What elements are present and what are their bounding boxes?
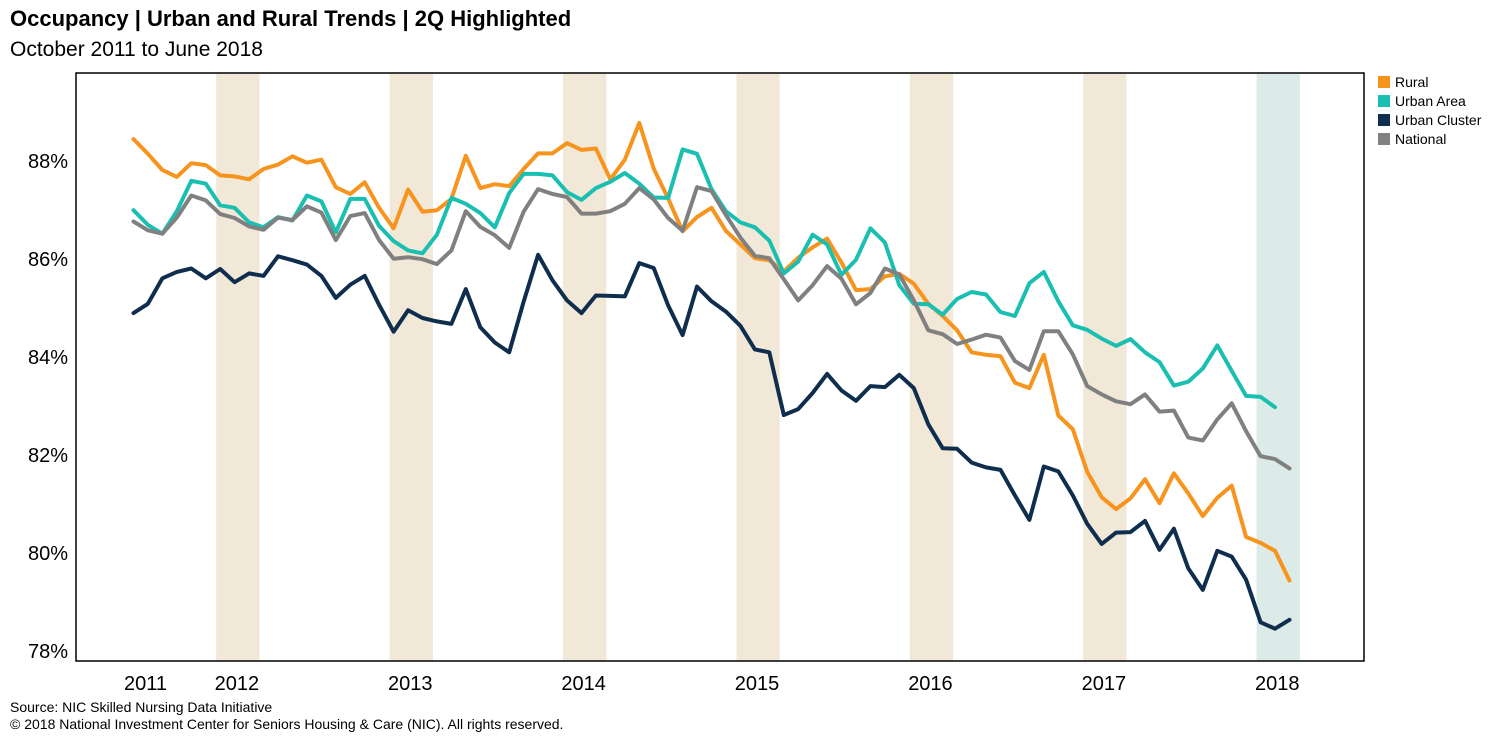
series-line-national: [131, 185, 1292, 471]
x-tick-label: 2016: [908, 673, 953, 695]
x-tick-label: 2011: [124, 673, 167, 695]
y-tick-label: 88%: [28, 151, 68, 173]
source-line: Source: NIC Skilled Nursing Data Initiat…: [10, 699, 273, 715]
legend-item: National: [1378, 129, 1481, 148]
legend-label: Urban Area: [1395, 92, 1466, 109]
x-tick-label: 2012: [215, 673, 260, 695]
highlight-bands: [216, 73, 1300, 661]
series-line-rural: [131, 121, 1292, 583]
series-lines: [131, 121, 1292, 631]
tick-labels: 78% 80% 82% 84% 86% 88% 2011 2012 2013 2014 2015 20…: [28, 151, 1300, 695]
legend-swatch: [1378, 113, 1390, 126]
legend-item: Urban Cluster: [1378, 110, 1481, 129]
x-tick-label: 2018: [1255, 673, 1300, 695]
copyright-line: © 2018 National Investment Center for Se…: [10, 716, 564, 732]
source-note: Source: NIC Skilled Nursing Data Initiat…: [10, 699, 563, 733]
x-tick-label: 2015: [735, 673, 780, 695]
y-tick-label: 86%: [28, 249, 68, 271]
y-tick-label: 84%: [28, 347, 68, 369]
series-line-urban-area: [131, 147, 1277, 410]
highlight-band: [1083, 73, 1127, 661]
x-tick-label: 2013: [388, 673, 433, 695]
chart-legend: Rural Urban Area Urban Cluster National: [1378, 72, 1481, 148]
legend-item: Rural: [1378, 72, 1481, 91]
highlight-band: [216, 73, 260, 661]
legend-label: National: [1395, 130, 1447, 147]
y-tick-label: 82%: [28, 445, 68, 467]
legend-label: Rural: [1395, 73, 1429, 90]
chart-title: Occupancy | Urban and Rural Trends | 2Q …: [10, 6, 572, 31]
x-tick-label: 2014: [561, 673, 606, 695]
legend-item: Urban Area: [1378, 91, 1481, 110]
x-tick-label: 2017: [1082, 673, 1127, 695]
legend-swatch: [1378, 132, 1390, 145]
legend-swatch: [1378, 94, 1390, 107]
highlight-band: [563, 73, 607, 661]
y-tick-label: 78%: [28, 641, 68, 663]
legend-label: Urban Cluster: [1395, 111, 1482, 128]
plot-frame: [75, 72, 1365, 662]
series-line-urban-cluster: [131, 252, 1292, 631]
highlight-band: [909, 73, 954, 661]
occupancy-line-chart: 78% 80% 82% 84% 86% 88% 2011 2012 2013 2014 2015 20…: [28, 72, 1365, 695]
chart-subtitle: October 2011 to June 2018: [10, 38, 263, 61]
legend-swatch: [1378, 75, 1390, 88]
chart-axes: [75, 72, 1365, 662]
highlight-band: [389, 73, 433, 661]
highlight-band: [1256, 73, 1300, 661]
y-tick-label: 80%: [28, 543, 68, 565]
